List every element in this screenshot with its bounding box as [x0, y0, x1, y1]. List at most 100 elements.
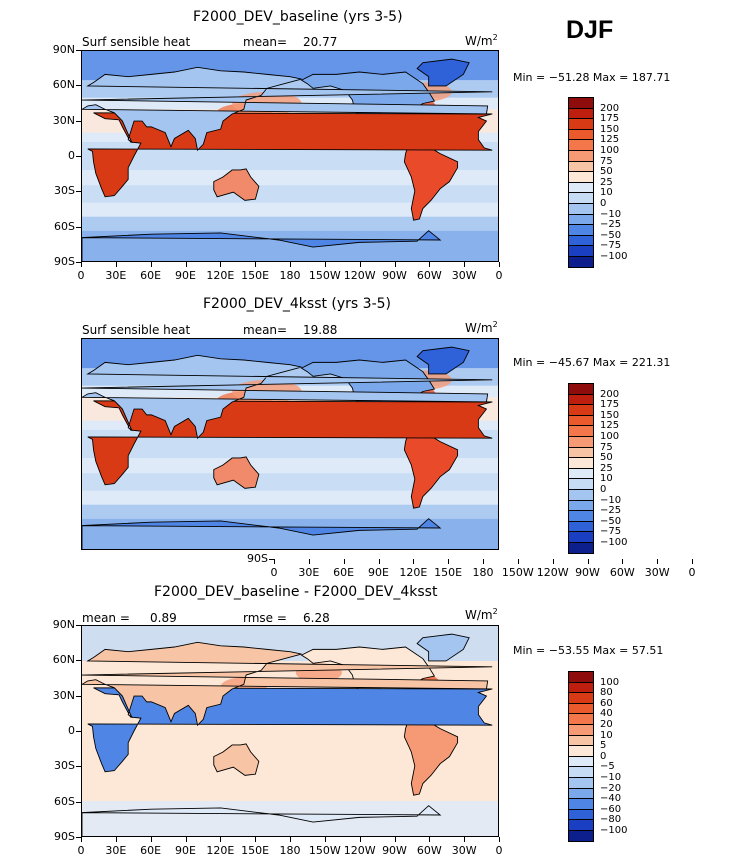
colorbar-label: 0 [600, 484, 607, 495]
map-plot [81, 338, 499, 550]
x-tick-label: 150W [308, 844, 341, 857]
y-tick [76, 50, 81, 51]
x-tick-label: 150E [241, 844, 270, 857]
y-tick-label: 60N [52, 653, 75, 667]
continent-africa [87, 687, 493, 773]
colorbar-label: −10 [600, 494, 622, 506]
x-tick [429, 837, 431, 842]
continent-africa [87, 400, 493, 486]
x-tick [394, 262, 396, 267]
x-tick-label: 120E [206, 269, 235, 282]
x-tick [185, 837, 187, 842]
colorbar-label: 40 [600, 708, 613, 720]
x-tick-label: 30W [451, 844, 477, 857]
x-tick-label: 120W [343, 844, 376, 857]
x-tick-label: 150E [434, 566, 463, 579]
colorbar-label: 5 [600, 740, 607, 752]
x-tick [657, 559, 659, 564]
x-tick-label: 60W [416, 269, 442, 282]
colorbar-label: −10 [600, 208, 622, 220]
y-tick-label: 60N [52, 78, 75, 92]
continent-eurasia [82, 66, 493, 152]
continent-greenland [416, 346, 470, 375]
colorbar-label: −50 [600, 229, 622, 241]
x-tick [517, 559, 519, 564]
y-tick-label: 90N [52, 43, 75, 56]
colorbar-label: −25 [600, 219, 622, 231]
x-tick [220, 837, 222, 842]
continent-australia [213, 743, 260, 776]
y-tick [269, 559, 274, 560]
x-tick-label: 0 [688, 566, 696, 579]
x-tick [324, 262, 326, 267]
x-tick-label: 0 [77, 844, 85, 857]
colorbar-label: 150 [600, 409, 620, 421]
y-tick [76, 801, 81, 803]
mean-label: mean = [82, 611, 130, 625]
y-tick-label: 90S [54, 255, 75, 268]
colorbar-label: −75 [600, 240, 622, 252]
x-tick [150, 837, 152, 842]
colorbar [568, 671, 594, 842]
x-tick-label: 150W [308, 269, 341, 282]
map-canvas [82, 51, 498, 261]
y-tick [76, 85, 81, 87]
minmax-label: Min = −45.67 Max = 221.31 [513, 356, 671, 369]
colorbar-label: −100 [600, 825, 628, 836]
colorbar-label: 75 [600, 155, 613, 167]
continent-greenland [416, 633, 470, 662]
panel-title: F2000_DEV_4ksst (yrs 3-5) [203, 296, 392, 312]
field-band [82, 801, 498, 836]
x-tick-label: 180 [472, 566, 494, 579]
x-tick [115, 262, 117, 267]
y-tick [76, 156, 81, 157]
x-tick-label: 120E [206, 844, 235, 857]
x-tick [255, 262, 257, 267]
colorbar-label: 175 [600, 113, 620, 125]
mean-value: 19.88 [303, 323, 338, 337]
field-band [82, 771, 498, 796]
mean-label: mean= [243, 35, 288, 49]
season-label: DJF [566, 16, 614, 44]
x-tick [359, 262, 361, 267]
y-tick [76, 262, 81, 263]
map-canvas [82, 339, 498, 549]
colorbar-label: 200 [600, 388, 620, 400]
x-tick [324, 837, 326, 842]
units-label: W/m2 [465, 607, 498, 622]
y-tick-label: 30S [54, 759, 75, 773]
colorbar-label: −80 [600, 814, 622, 826]
x-tick [499, 262, 500, 267]
y-tick [76, 837, 81, 838]
continent-greenland [416, 58, 470, 87]
map-plot [81, 50, 499, 262]
x-tick-label: 120E [399, 566, 428, 579]
continent-south-america [403, 141, 459, 221]
x-tick-label: 120W [343, 269, 376, 282]
field-band [82, 216, 498, 231]
colorbar-label: 0 [600, 198, 607, 209]
mean-value: 20.77 [303, 35, 338, 49]
y-tick-label: 90S [247, 552, 268, 565]
colorbar-label: 150 [600, 123, 620, 135]
x-tick-label: 60E [140, 269, 162, 282]
colorbar-label: −100 [600, 537, 628, 548]
x-tick [81, 837, 82, 842]
x-tick [81, 262, 82, 267]
y-tick-label: 60S [54, 794, 75, 808]
colorbar-label: 50 [600, 452, 613, 464]
x-tick-label: 60E [140, 844, 162, 857]
y-tick [76, 766, 81, 768]
variable-label: Surf sensible heat [82, 323, 191, 337]
minmax-label: Min = −53.55 Max = 57.51 [513, 644, 664, 657]
x-tick [448, 559, 450, 564]
x-tick [464, 262, 466, 267]
x-tick [394, 837, 396, 842]
colorbar-label: 75 [600, 441, 613, 453]
colorbar-label: 175 [600, 399, 620, 411]
rmse-value: 6.28 [303, 611, 330, 625]
continent-eurasia [82, 354, 493, 440]
x-tick [290, 837, 291, 842]
colorbar-label: 25 [600, 176, 613, 188]
colorbar-label: −60 [600, 803, 622, 815]
